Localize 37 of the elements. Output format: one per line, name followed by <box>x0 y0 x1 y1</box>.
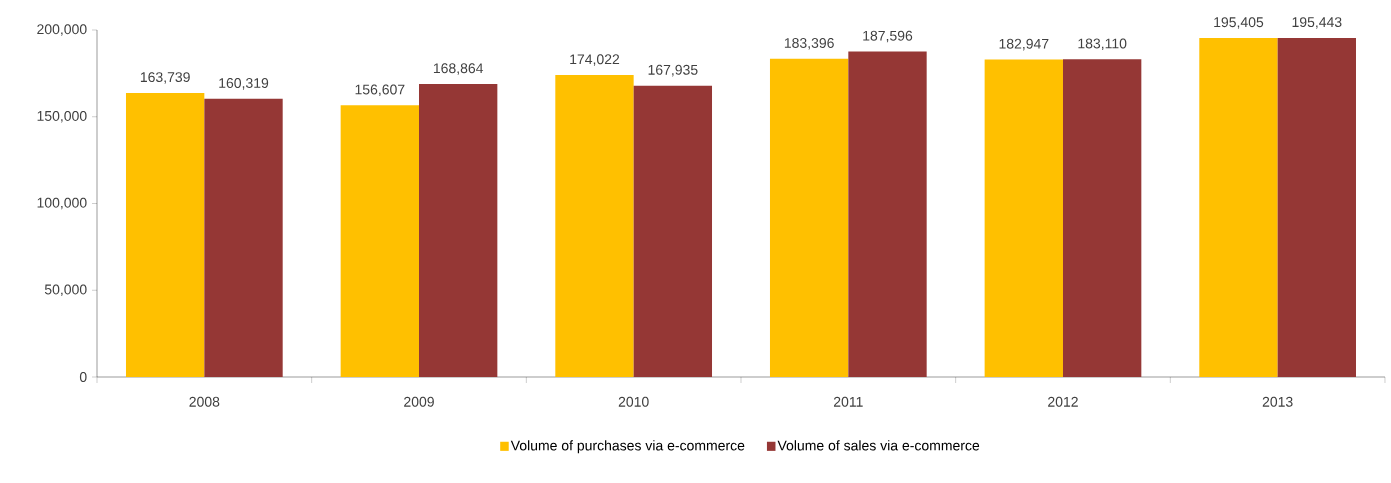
data-label: 174,022 <box>570 54 620 66</box>
bar <box>555 75 634 377</box>
x-tick-label: 2011 <box>833 396 863 407</box>
legend-label: Volume of purchases via e-commerce <box>510 440 745 454</box>
data-label: 195,405 <box>1214 17 1264 29</box>
bar <box>848 51 927 377</box>
x-tick-label: 2009 <box>404 396 434 407</box>
bar <box>340 105 419 377</box>
data-label: 156,607 <box>355 84 405 97</box>
data-label: 167,935 <box>648 64 698 77</box>
bar <box>1062 59 1142 377</box>
y-tick-label: 100,000 <box>37 197 87 210</box>
bar <box>984 59 1063 377</box>
legend-label: Volume of sales via e-commerce <box>777 440 980 451</box>
bar <box>1277 37 1356 377</box>
x-tick-label: 2010 <box>618 396 649 407</box>
x-tick-label: 2008 <box>189 396 220 407</box>
bar <box>419 84 498 377</box>
data-label: 195,443 <box>1292 17 1342 29</box>
bar <box>633 85 713 377</box>
data-label: 183,396 <box>784 38 834 50</box>
bar <box>125 92 205 377</box>
y-tick-label: 0 <box>79 372 87 382</box>
bar <box>1199 37 1278 377</box>
data-label: 182,947 <box>999 38 1049 51</box>
y-tick-label: 50,000 <box>44 284 87 297</box>
bar <box>204 98 283 377</box>
bar <box>769 58 849 377</box>
data-label: 187,596 <box>863 30 913 43</box>
data-label: 168,864 <box>433 63 484 75</box>
y-tick-label: 200,000 <box>37 24 87 36</box>
data-label: 183,110 <box>1078 38 1127 51</box>
y-tick-label: 150,000 <box>37 110 87 123</box>
x-tick-label: 2013 <box>1262 396 1293 407</box>
data-label: 163,739 <box>140 72 190 84</box>
data-label: 160,319 <box>219 78 269 90</box>
x-tick-label: 2012 <box>1048 396 1078 407</box>
